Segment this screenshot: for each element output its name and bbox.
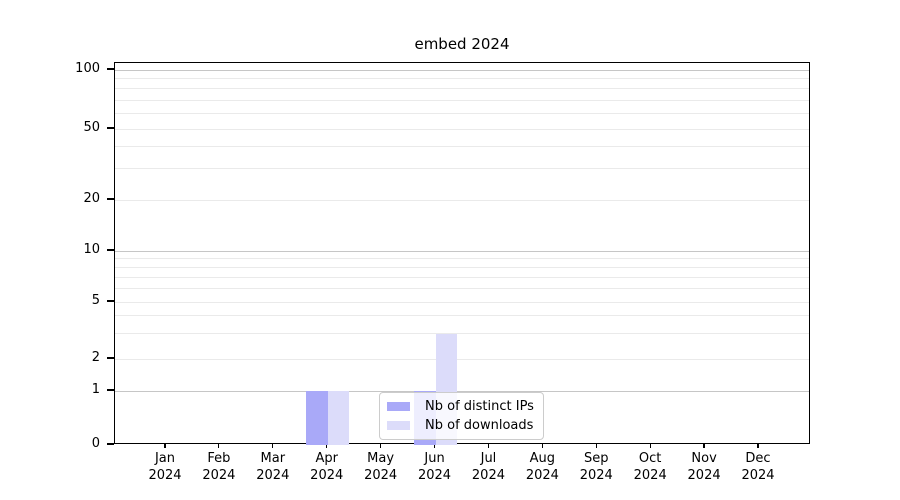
- gridline-3: [115, 333, 809, 335]
- x-tick-label-dec: Dec 2024: [741, 451, 775, 483]
- gridline-80: [115, 88, 809, 90]
- gridline-10: [115, 250, 809, 252]
- y-tick-mark-0: [107, 443, 114, 445]
- y-tick-label-10: 10: [83, 242, 100, 257]
- legend-label-distinct-ips: Nb of distinct IPs: [425, 399, 534, 414]
- gridline-100: [115, 69, 809, 71]
- x-tick-label-nov: Nov 2024: [687, 451, 721, 483]
- y-tick-mark-2: [107, 357, 114, 359]
- y-tick-mark-20: [107, 198, 114, 200]
- x-tick-label-aug: Aug 2024: [525, 451, 559, 483]
- gridline-5: [115, 301, 809, 303]
- x-tick-mark-apr: [326, 444, 328, 448]
- chart-title: embed 2024: [414, 35, 510, 53]
- x-tick-mark-mar: [272, 444, 274, 448]
- y-tick-mark-50: [107, 127, 114, 129]
- gridline-90: [115, 78, 809, 80]
- bar-distinct-ips-apr: [306, 391, 328, 445]
- x-tick-mark-dec: [757, 444, 759, 448]
- legend-entry-downloads: Nb of downloads: [387, 416, 534, 435]
- x-tick-label-feb: Feb 2024: [202, 451, 236, 483]
- x-tick-label-mar: Mar 2024: [256, 451, 290, 483]
- gridline-60: [115, 112, 809, 114]
- plot-area: Nb of distinct IPs Nb of downloads: [114, 62, 810, 445]
- gridline-30: [115, 168, 809, 170]
- bar-downloads-apr: [327, 391, 350, 445]
- y-tick-label-5: 5: [91, 293, 100, 308]
- gridline-9: [115, 258, 809, 260]
- y-tick-mark-5: [107, 300, 114, 302]
- x-tick-mark-jun: [433, 444, 436, 448]
- gridline-7: [115, 276, 809, 278]
- y-tick-mark-10: [107, 249, 114, 251]
- x-tick-mark-jul: [487, 444, 490, 448]
- gridline-20: [115, 199, 809, 201]
- y-tick-label-1: 1: [91, 382, 100, 397]
- y-tick-label-50: 50: [83, 120, 100, 135]
- gridline-70: [115, 99, 809, 101]
- y-tick-label-20: 20: [83, 191, 100, 206]
- gridline-4: [115, 315, 809, 317]
- y-tick-mark-1: [107, 389, 114, 391]
- y-tick-label-0: 0: [91, 436, 100, 451]
- gridline-1: [115, 390, 809, 392]
- gridline-2: [115, 358, 809, 360]
- legend-label-downloads: Nb of downloads: [425, 418, 534, 433]
- y-tick-mark-100: [107, 68, 114, 70]
- x-tick-label-sep: Sep 2024: [579, 451, 613, 483]
- x-tick-label-may: May 2024: [364, 451, 398, 483]
- x-tick-mark-nov: [703, 444, 705, 448]
- x-tick-mark-sep: [595, 444, 597, 448]
- x-tick-mark-aug: [541, 444, 543, 448]
- x-tick-mark-oct: [649, 444, 651, 448]
- x-tick-label-jun: Jun 2024: [417, 451, 452, 483]
- legend-entry-distinct-ips: Nb of distinct IPs: [387, 397, 534, 416]
- legend: Nb of distinct IPs Nb of downloads: [379, 392, 544, 440]
- gridline-8: [115, 266, 809, 268]
- legend-swatch-downloads-icon: [387, 421, 410, 430]
- y-tick-label-100: 100: [75, 61, 100, 76]
- legend-swatch-distinct-ips-icon: [387, 402, 410, 411]
- x-tick-label-jan: Jan 2024: [148, 451, 182, 483]
- y-tick-label-2: 2: [91, 350, 100, 365]
- x-tick-mark-feb: [218, 444, 220, 448]
- x-tick-label-jul: Jul 2024: [471, 451, 505, 483]
- x-tick-label-oct: Oct 2024: [633, 451, 667, 483]
- gridline-40: [115, 145, 809, 147]
- gridline-50: [115, 128, 809, 130]
- x-tick-mark-jan: [164, 444, 166, 448]
- x-tick-label-apr: Apr 2024: [310, 451, 344, 483]
- x-tick-mark-may: [380, 444, 382, 448]
- gridline-6: [115, 288, 809, 290]
